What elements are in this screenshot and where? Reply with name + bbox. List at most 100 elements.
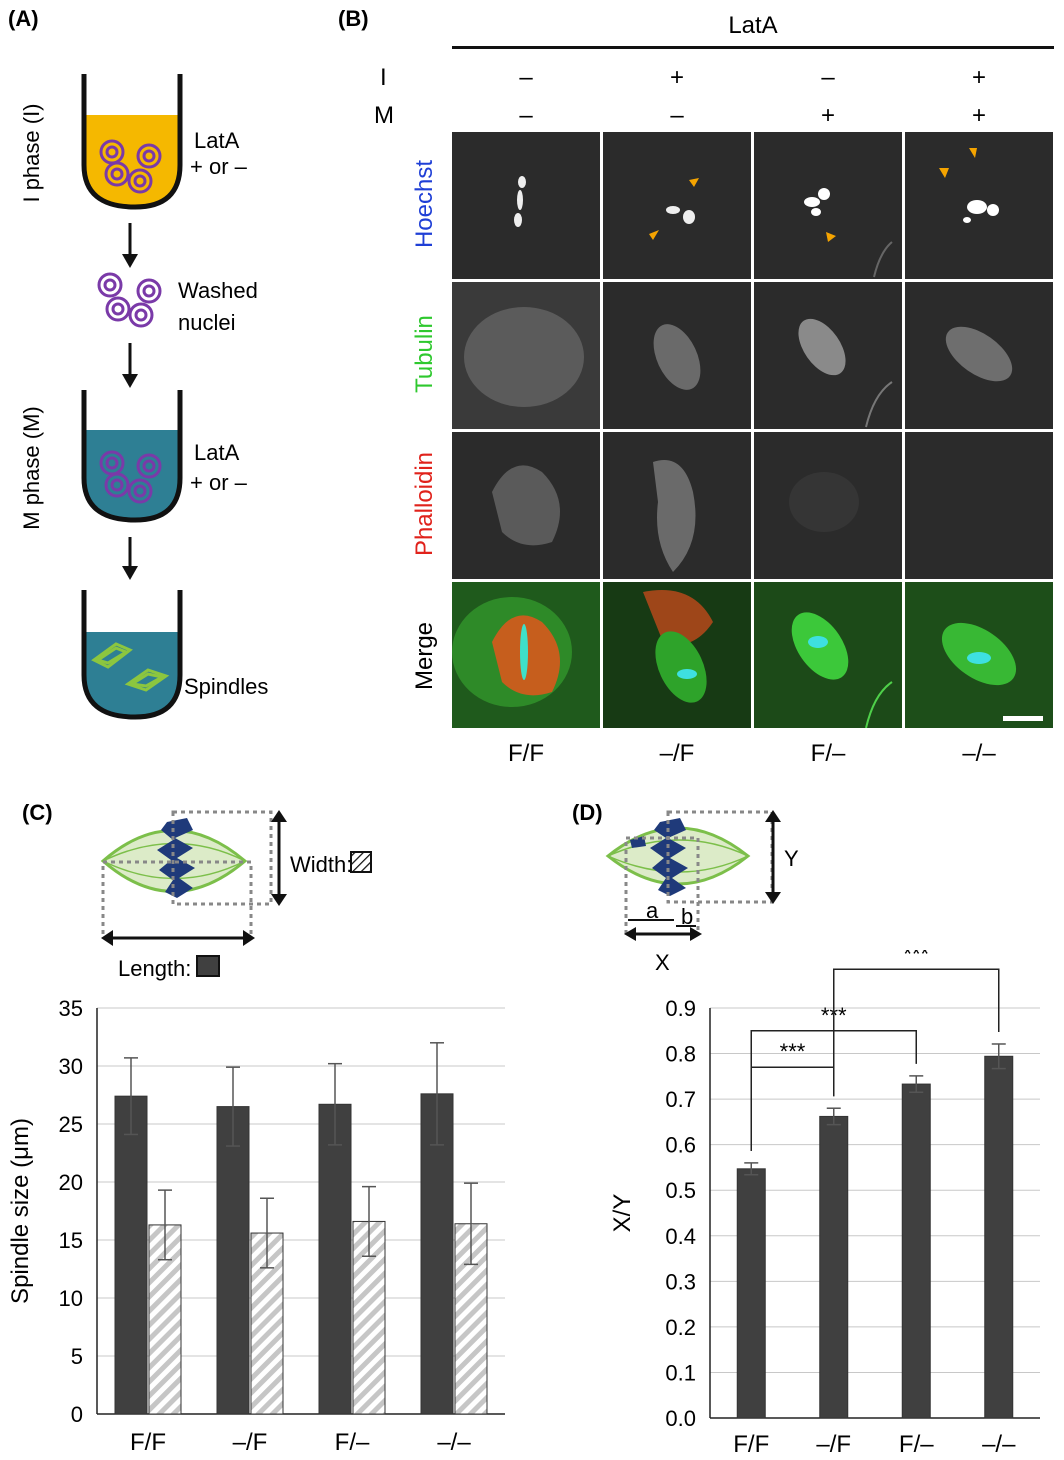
tube-spindles xyxy=(81,590,183,720)
row-i-label: I xyxy=(380,64,387,91)
x-tick-label: F/F xyxy=(130,1429,166,1456)
y-tick-label: 5 xyxy=(71,1344,83,1369)
y-tick-label: 0.2 xyxy=(665,1315,696,1340)
micrograph-tubulin-fm xyxy=(754,282,902,429)
tube-interphase xyxy=(81,74,183,210)
lata-header-rule xyxy=(452,46,1054,49)
workflow-schematic xyxy=(81,74,183,720)
y-tick-label: 35 xyxy=(59,996,83,1021)
bar-length xyxy=(114,1095,148,1415)
channel-label-merge: Merge xyxy=(411,621,438,691)
i-sign-2: + xyxy=(669,64,684,91)
m-phase-label: M phase (M) xyxy=(19,406,44,530)
bar xyxy=(736,1168,766,1419)
channel-label-hoechst: Hoechst xyxy=(411,159,438,249)
y-axis-label: Spindle size (μm) xyxy=(7,1118,34,1304)
y-tick-label: 0.0 xyxy=(665,1406,696,1431)
significance-bracket xyxy=(833,968,1000,1097)
panel-c-label: (C) xyxy=(22,800,53,825)
x-tick-label: F/– xyxy=(335,1429,370,1456)
y-tick-label: 30 xyxy=(59,1054,83,1079)
bar-length xyxy=(216,1106,250,1415)
y-tick-label: 10 xyxy=(59,1286,83,1311)
y-tick-label: 0.3 xyxy=(665,1269,696,1294)
spindles-label: Spindles xyxy=(184,674,269,699)
xy-ratio-chart: 0.0 0.1 0.2 0.3 0.4 0.5 0.6 0.7 0.8 0.9 F/F –/F F/– –… xyxy=(609,950,1040,1458)
i-sign-3: – xyxy=(821,64,835,91)
x-tick-label: –/F xyxy=(233,1429,268,1456)
micrograph-tubulin-mm xyxy=(905,282,1053,429)
micrograph-phalloidin-fm xyxy=(754,432,902,579)
m-sign-1: – xyxy=(519,102,533,129)
y-tick-label: 20 xyxy=(59,1170,83,1195)
y-tick-label: 0.8 xyxy=(665,1042,696,1067)
i-sign-1: – xyxy=(519,64,533,91)
significance-label: *** xyxy=(780,1039,806,1064)
x-tick-label: F/– xyxy=(899,1431,934,1458)
x-tick-label: –/– xyxy=(982,1431,1016,1458)
xy-ratio-schematic xyxy=(605,810,781,941)
spindle-size-chart: 0 5 10 15 20 25 30 35 F/F –/F F/– –/– Spindle size (… xyxy=(7,996,505,1456)
y-tick-label: 25 xyxy=(59,1112,83,1137)
row-m-label: M xyxy=(374,102,394,129)
y-tick-label: 0.6 xyxy=(665,1133,696,1158)
i-phase-label: I phase (I) xyxy=(19,103,44,203)
tube2-lata-label: LatA xyxy=(194,440,240,465)
y-tick-label: 0.9 xyxy=(665,996,696,1021)
condition-label-1: F/F xyxy=(508,740,544,767)
micrograph-merge-mm xyxy=(905,582,1053,728)
bar xyxy=(984,1055,1014,1419)
tube-mphase xyxy=(81,390,183,523)
micrograph-merge-mf xyxy=(603,582,751,728)
x-tick-label: F/F xyxy=(733,1431,769,1458)
micrograph-hoechst-fm xyxy=(754,132,902,279)
micrograph-phalloidin-ff xyxy=(452,432,600,579)
spindle-size-schematic xyxy=(100,810,372,977)
panel-d-label: (D) xyxy=(572,800,603,825)
micrograph-merge-fm xyxy=(754,582,902,728)
bar xyxy=(901,1083,931,1419)
width-legend-label: Width: xyxy=(290,852,353,877)
micrograph-hoechst-mf xyxy=(603,132,751,279)
i-sign-4: + xyxy=(971,64,986,91)
bar xyxy=(819,1115,849,1419)
lata-header: LatA xyxy=(728,12,778,39)
micrograph-hoechst-mm xyxy=(905,132,1053,279)
tube2-plus-minus-label: + or – xyxy=(190,470,247,495)
length-legend-label: Length: xyxy=(118,956,192,981)
tube1-plus-minus-label: + or – xyxy=(190,154,247,179)
micrograph-merge-ff xyxy=(452,582,600,728)
y-axis-label: X/Y xyxy=(609,1194,636,1233)
x-tick-label: –/F xyxy=(816,1431,851,1458)
washed-label-2: nuclei xyxy=(178,310,236,335)
washed-label-1: Washed xyxy=(178,278,258,303)
x-tick-label: –/– xyxy=(437,1429,471,1456)
y-tick-label: 0.5 xyxy=(665,1178,696,1203)
schematic-y-label: Y xyxy=(784,846,799,871)
micrograph-hoechst-ff xyxy=(452,132,600,279)
condition-label-2: –/F xyxy=(659,740,695,767)
scale-bar xyxy=(1003,716,1043,721)
y-tick-label: 0.7 xyxy=(665,1087,696,1112)
y-tick-label: 15 xyxy=(59,1228,83,1253)
y-tick-label: 0.4 xyxy=(665,1224,696,1249)
tube1-lata-label: LatA xyxy=(194,128,240,153)
condition-label-4: –/– xyxy=(962,740,996,767)
schematic-a-label: a xyxy=(646,898,659,923)
m-sign-2: – xyxy=(670,102,684,129)
panel-a-label: (A) xyxy=(8,6,39,31)
micrograph-tubulin-ff xyxy=(452,282,600,429)
m-sign-3: + xyxy=(820,102,835,129)
width-legend-swatch xyxy=(350,851,372,873)
m-sign-4: + xyxy=(971,102,986,129)
y-tick-label: 0 xyxy=(71,1402,83,1427)
micrograph-phalloidin-mm xyxy=(905,432,1053,579)
bar-length xyxy=(420,1093,454,1415)
washed-nuclei-icon xyxy=(97,272,162,328)
bar-length xyxy=(318,1103,352,1415)
micrograph-tubulin-mf xyxy=(603,282,751,429)
length-legend-swatch xyxy=(196,955,220,977)
channel-label-phalloidin: Phalloidin xyxy=(411,451,438,557)
schematic-x-label: X xyxy=(655,950,670,975)
micrograph-phalloidin-mf xyxy=(603,432,751,579)
